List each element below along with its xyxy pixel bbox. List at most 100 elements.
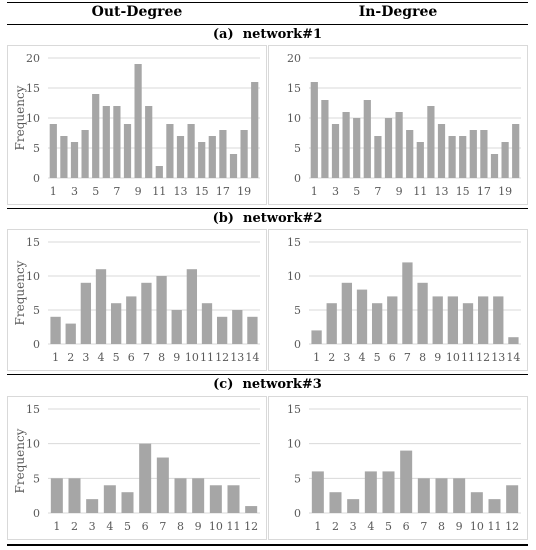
y-tick-label: 0 [33,338,40,351]
bar [232,310,242,344]
bar [329,492,341,513]
bar [427,106,434,178]
bar [86,499,98,513]
bar [512,124,519,178]
chart-network2-in-degree: 0 5 10 15 1 2 3 4 5 6 7 8 9 10 11 12 13 14 [268,229,528,371]
bar [501,142,508,178]
x-tick-label: 5 [385,520,392,533]
x-tick-label: 10 [446,351,460,364]
bar [113,106,120,178]
bar [406,130,413,178]
bar [382,471,394,513]
bar [104,485,116,513]
bar [145,106,152,178]
x-tick-label: 15 [195,185,209,198]
bar [418,478,430,513]
x-tick-label: 7 [374,185,381,198]
x-tick-label: 9 [135,185,142,198]
x-tick-label: 13 [230,351,244,364]
bar [174,478,186,513]
bar [417,142,424,178]
bar [227,485,239,513]
y-tick-label: 5 [294,304,301,317]
x-tick-label: 7 [113,185,120,198]
y-tick-label: 10 [26,438,40,451]
bar [385,118,392,178]
bar [347,499,359,513]
bar [124,124,131,178]
bar [459,136,466,178]
section-title-network3: (c) network#3 [7,377,528,392]
bar [60,136,67,178]
section-name: network#3 [242,377,321,392]
y-tick-label: 20 [26,52,40,65]
bar [480,130,487,178]
section-label: (c) [213,377,233,392]
bar [387,296,397,344]
x-tick-label: 2 [332,520,339,533]
bar [240,130,247,178]
bar [402,262,412,344]
x-tick-label: 11 [227,520,241,533]
x-tick-label: 11 [200,351,214,364]
x-tick-label: 7 [420,520,427,533]
bar [508,337,518,344]
bar [342,283,352,344]
bar [217,317,227,344]
y-tick-label: 10 [26,112,40,125]
y-tick-label: 10 [26,270,40,283]
x-tick-label: 6 [128,351,135,364]
bar [66,324,76,344]
x-tick-label: 8 [158,351,165,364]
bar [156,166,163,178]
x-tick-label: 1 [53,520,60,533]
bar [463,303,473,344]
x-tick-label: 3 [89,520,96,533]
x-tick-label: 4 [98,351,105,364]
section-label: (a) [213,27,234,42]
bar [311,330,321,344]
bar [453,478,465,513]
bar [471,492,483,513]
bar [332,124,339,178]
bar [50,317,60,344]
bar [210,485,222,513]
x-tick-label: 1 [314,520,321,533]
y-axis-label: Frequency [13,428,27,493]
y-tick-label: 5 [33,472,40,485]
y-axis-label: Frequency [13,85,27,150]
bar [327,303,337,344]
bar [172,310,182,344]
bar [187,269,197,344]
chart-network3-out-degree: 0 5 10 15 1 2 3 4 5 6 7 8 9 10 11 12 Frequency [7,396,267,540]
y-tick-label: 0 [33,172,40,185]
bar [230,154,237,178]
x-tick-label: 6 [389,351,396,364]
x-tick-label: 10 [470,520,484,533]
y-tick-label: 20 [287,52,301,65]
bar [156,276,166,344]
x-tick-label: 12 [476,351,490,364]
bar [209,136,216,178]
y-tick-label: 10 [287,438,301,451]
bar [506,485,518,513]
header-rule [7,24,528,25]
y-tick-label: 15 [26,403,40,416]
y-axis-label: Frequency [13,260,27,325]
x-tick-label: 13 [491,351,505,364]
bar [342,112,349,178]
x-tick-label: 3 [332,185,339,198]
bar [311,82,318,178]
x-tick-label: 2 [328,351,335,364]
y-tick-label: 5 [294,472,301,485]
bar [51,478,63,513]
bar [374,136,381,178]
bar [245,506,257,513]
x-tick-label: 8 [177,520,184,533]
x-tick-label: 7 [404,351,411,364]
x-tick-label: 5 [124,520,131,533]
bar [139,444,151,513]
x-tick-label: 1 [313,351,320,364]
